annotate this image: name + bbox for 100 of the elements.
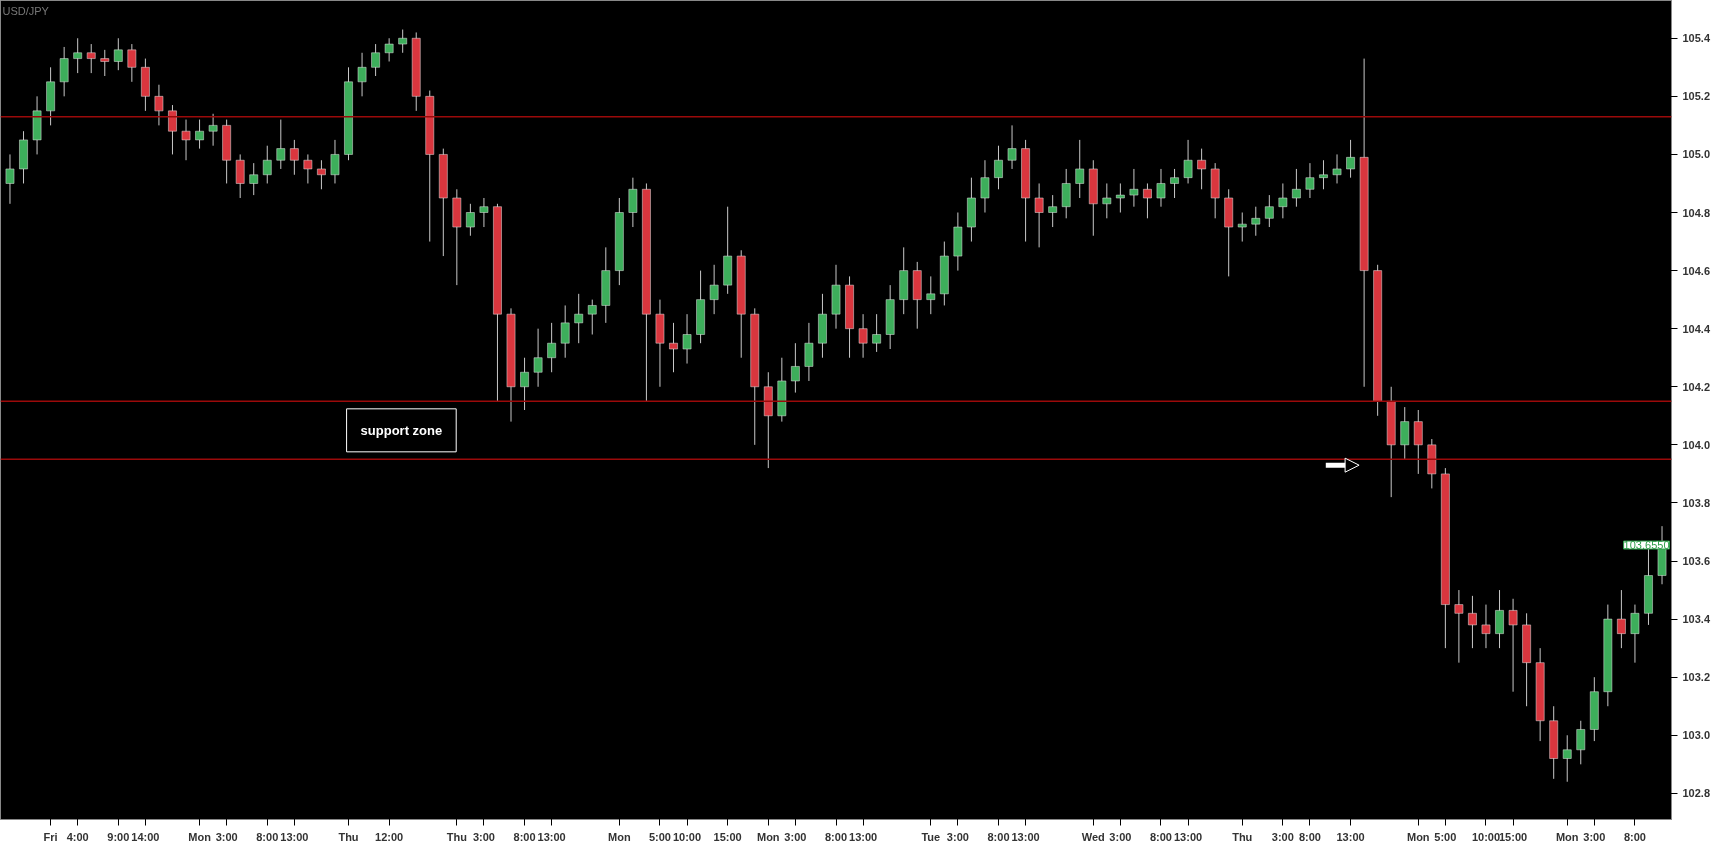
candlestick xyxy=(1305,162,1315,199)
y-tick-label: 102.8 xyxy=(1682,787,1711,800)
x-tick-label: 3:00 xyxy=(1583,830,1606,843)
candlestick xyxy=(858,313,868,359)
candlestick xyxy=(114,37,123,71)
candlestick xyxy=(682,313,692,365)
y-tick-label: 103.8 xyxy=(1682,496,1711,509)
x-tick-label: Mon xyxy=(1406,830,1430,843)
candlestick xyxy=(290,139,299,176)
candlestick xyxy=(371,43,380,77)
candlestick xyxy=(872,313,881,353)
x-tick-label: 8:00 xyxy=(513,830,536,843)
candlestick xyxy=(1156,168,1166,208)
x-tick-label: Mon xyxy=(188,830,212,843)
candlestick xyxy=(195,119,204,150)
candlestick xyxy=(479,197,489,228)
x-tick-label: 8:00 xyxy=(1298,830,1321,843)
y-tick-label: 104.8 xyxy=(1682,206,1711,219)
candlestick xyxy=(1075,139,1085,199)
candlestick xyxy=(303,153,313,184)
x-tick-label: 8:00 xyxy=(824,830,848,843)
x-tick-label: 8:00 xyxy=(1149,830,1173,843)
x-tick-label: Mon xyxy=(756,830,780,843)
candlestick xyxy=(1048,194,1057,228)
x-tick-label: Mon xyxy=(608,830,631,843)
y-tick-label: 103.0 xyxy=(1682,729,1711,742)
x-tick-label: 13:00 xyxy=(1174,830,1203,843)
y-tick-label: 103.6 xyxy=(1682,555,1711,568)
candlestick xyxy=(1265,194,1274,228)
candlestick xyxy=(1468,595,1477,649)
candlestick xyxy=(262,145,272,184)
x-tick-label: 5:00 xyxy=(1434,830,1457,843)
candlestick xyxy=(791,342,800,394)
y-tick-label: 105.0 xyxy=(1682,148,1711,161)
x-tick-label: 13:00 xyxy=(280,830,309,843)
x-tick-label: 13:00 xyxy=(1336,830,1365,843)
x-tick-label: 10:00 xyxy=(672,830,702,843)
x-tick-label: Thu xyxy=(446,830,467,843)
candlestick xyxy=(1251,206,1261,237)
x-tick-label: 3:00 xyxy=(1109,830,1132,843)
candlestick xyxy=(1007,124,1017,170)
candlestick xyxy=(1562,734,1572,783)
y-tick-label: 103.2 xyxy=(1682,671,1711,684)
x-tick-label: 5:00 xyxy=(648,830,671,843)
candlestick xyxy=(154,84,164,126)
candlestick xyxy=(1237,212,1247,243)
candlestick xyxy=(994,145,1003,190)
candlestick xyxy=(547,322,556,373)
x-tick-label: 14:00 xyxy=(131,830,160,843)
candlestick xyxy=(1332,153,1342,184)
y-tick-label: 104.6 xyxy=(1682,264,1711,277)
x-tick-label: Thu xyxy=(1232,830,1253,843)
x-tick-label: 13:00 xyxy=(537,830,566,843)
x-tick-label: 10:00 xyxy=(1471,830,1501,843)
candlestick xyxy=(804,322,814,382)
candlestick xyxy=(317,159,326,190)
x-tick-label: 3:00 xyxy=(1271,830,1294,843)
candlestick xyxy=(1278,182,1288,219)
y-tick-label: 103.4 xyxy=(1682,613,1711,626)
x-tick-label: 15:00 xyxy=(713,830,742,843)
candlestick xyxy=(1102,182,1112,219)
candlestick xyxy=(276,119,286,170)
candlestick xyxy=(533,328,543,388)
annotation: support zone xyxy=(360,422,443,438)
x-tick-label: 8:00 xyxy=(987,830,1010,843)
candlestick xyxy=(1508,598,1518,693)
x-tick-label: 9:00 xyxy=(107,830,130,843)
candlestick xyxy=(1346,139,1355,179)
x-tick-label: 4:00 xyxy=(66,830,89,843)
candlestick xyxy=(168,104,177,155)
candlestick xyxy=(1630,604,1640,664)
candlestick xyxy=(5,153,15,205)
x-tick-label: 3:00 xyxy=(215,830,238,843)
x-tick-label: Thu xyxy=(338,830,359,843)
candlestick xyxy=(1116,182,1125,214)
candlestick xyxy=(330,139,340,184)
candlestick xyxy=(1319,159,1328,190)
x-tick-label: 3:00 xyxy=(472,830,495,843)
x-tick-label: 13:00 xyxy=(1011,830,1040,843)
candlestick xyxy=(669,322,678,373)
candlestick xyxy=(1400,406,1410,460)
x-tick-label: Mon xyxy=(1555,830,1579,843)
candlestick xyxy=(1495,589,1504,649)
candlestick xyxy=(628,177,638,228)
candlestick xyxy=(127,43,137,83)
candlestick xyxy=(398,29,407,54)
candlestick xyxy=(1576,720,1586,765)
candlestick xyxy=(1061,168,1071,219)
candlestick xyxy=(1183,139,1193,184)
candlestick xyxy=(520,357,529,411)
candlestick xyxy=(587,299,597,335)
x-tick-label: 12:00 xyxy=(375,830,404,843)
candlestick xyxy=(208,113,218,147)
x-tick-label: 15:00 xyxy=(1499,830,1528,843)
candlestick xyxy=(357,52,367,97)
y-tick-label: 104.2 xyxy=(1682,380,1711,393)
x-tick-label: Wed xyxy=(1081,830,1105,843)
y-tick-label: 105.2 xyxy=(1682,90,1711,103)
candlestick xyxy=(1292,168,1301,208)
candlestick xyxy=(1034,182,1044,248)
